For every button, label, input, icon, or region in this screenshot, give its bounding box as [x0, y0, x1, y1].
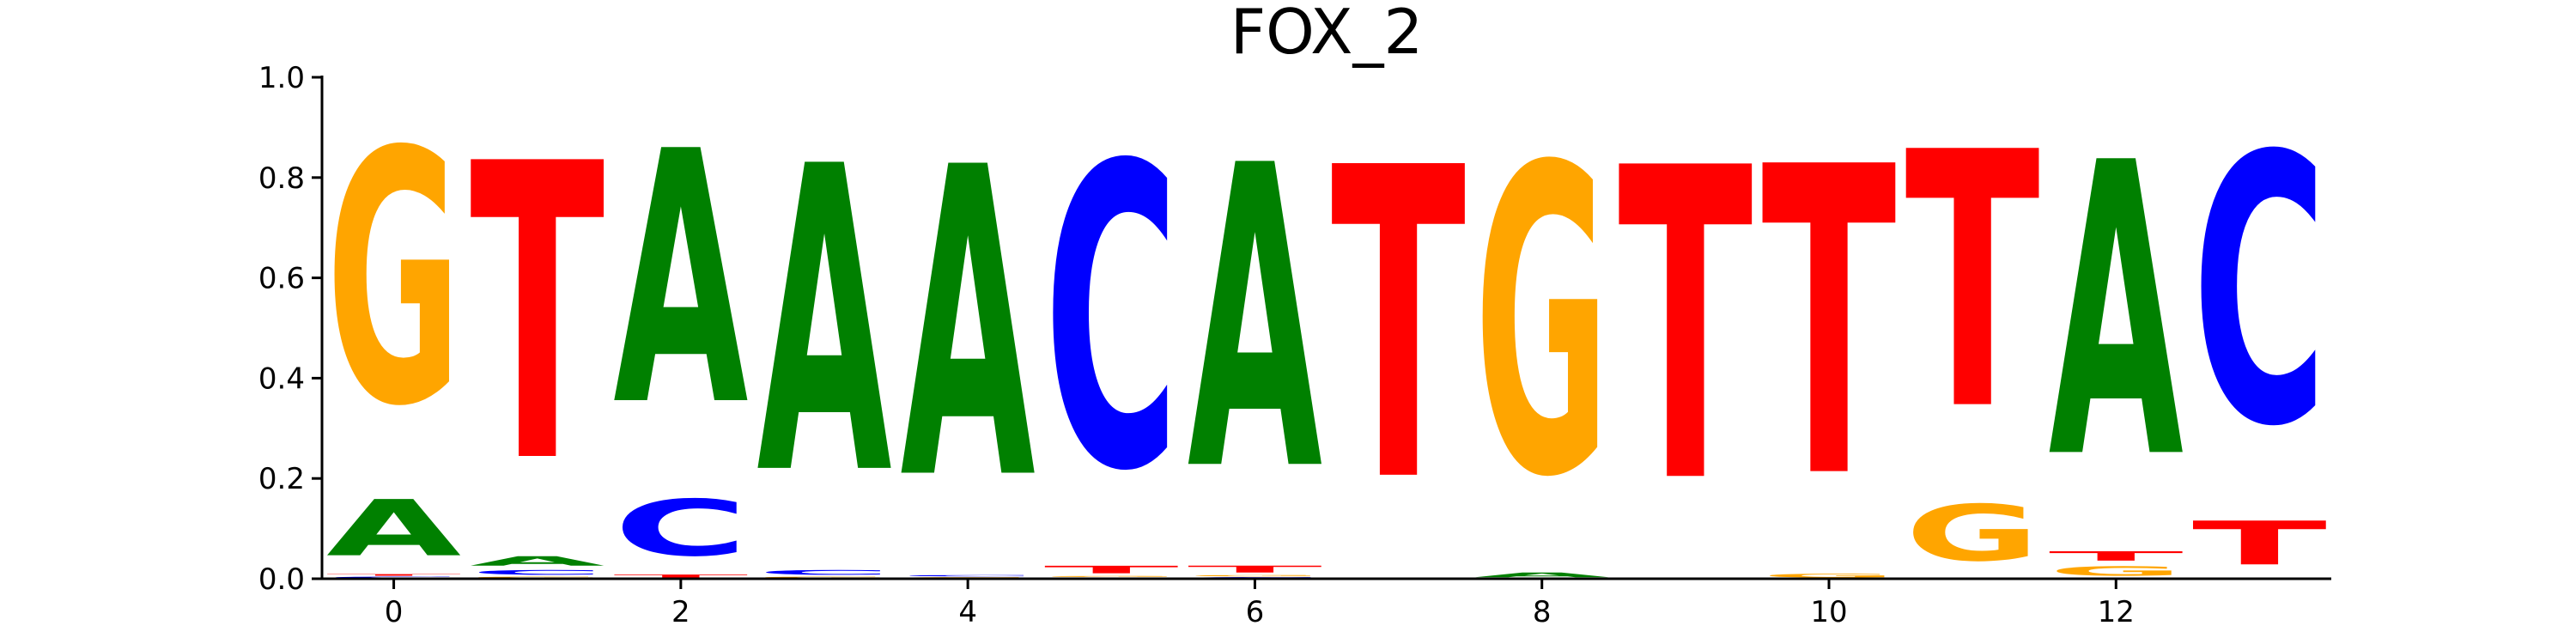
- y-ticks: 0.0 0.2 0.4 0.6 0.8 1.0: [258, 61, 322, 597]
- logo-letter-t: T: [2192, 509, 2327, 579]
- logo-letter-g: G: [1474, 78, 1609, 569]
- axes: 0.0 0.2 0.4 0.6 0.8 1.0 0 2 4 6 8 10 12: [258, 61, 2331, 629]
- logo-letter-t: T: [1905, 79, 2041, 488]
- logo-letter-c: C: [756, 568, 891, 576]
- logo-letter-t: T: [326, 574, 461, 576]
- logo-letter-t: T: [470, 78, 605, 552]
- x-tick-label: 10: [1810, 595, 1847, 629]
- y-tick-label: 0.0: [258, 562, 305, 597]
- logo-letter-t: T: [2049, 549, 2184, 563]
- logo-letter-c: C: [613, 483, 748, 574]
- logo-letter-c: C: [901, 574, 1036, 576]
- y-tick-label: 0.6: [258, 262, 305, 296]
- logo-letter-t: T: [1044, 564, 1179, 576]
- logo-letter-c: C: [470, 568, 605, 576]
- x-tick-label: 2: [671, 595, 690, 629]
- y-tick-label: 0.2: [258, 462, 305, 496]
- logo-letter-a: A: [1474, 571, 1609, 579]
- x-tick-label: 4: [958, 595, 977, 629]
- logo-letter-a: A: [756, 79, 893, 568]
- logo-letter-g: G: [1905, 489, 2040, 580]
- y-tick-label: 0.8: [258, 161, 305, 196]
- logo-letter-t: T: [1761, 78, 1897, 571]
- logo-letter-g: G: [2049, 564, 2184, 579]
- logo-letter-t: T: [1331, 79, 1467, 576]
- y-tick-label: 0.4: [258, 361, 305, 396]
- logo-letter-a: A: [326, 484, 461, 574]
- logo-letter-a: A: [470, 554, 605, 568]
- logo-letter-c: C: [2192, 78, 2327, 507]
- logo-letter-g: G: [1188, 574, 1322, 576]
- logo-letter-c: C: [1044, 80, 1179, 563]
- logo-letter-t: T: [613, 574, 748, 579]
- logo-letter-g: G: [326, 77, 461, 483]
- logo-letter-a: A: [1188, 77, 1324, 562]
- x-tick-label: 8: [1533, 595, 1552, 629]
- logo-letter-a: A: [2049, 79, 2185, 548]
- x-tick-label: 6: [1246, 595, 1265, 629]
- x-tick-label: 12: [2098, 595, 2135, 629]
- chart-title: FOX_2: [1230, 0, 1424, 68]
- logo-letter-t: T: [1618, 78, 1753, 578]
- x-ticks: 0 2 4 6 8 10 12: [385, 579, 2135, 629]
- y-tick-label: 1.0: [258, 61, 305, 95]
- logo-letter-a: A: [613, 79, 750, 483]
- logo-letter-a: A: [901, 80, 1037, 574]
- logo-letters: CTAGGCATTCAGCAGCAAGTCCGTAATAGTGTGTGTATC: [326, 77, 2327, 579]
- logo-letter-t: T: [1188, 564, 1322, 575]
- logo-letter-g: G: [1761, 573, 1896, 579]
- x-tick-label: 0: [385, 595, 404, 629]
- logo-letter-g: G: [1044, 575, 1179, 577]
